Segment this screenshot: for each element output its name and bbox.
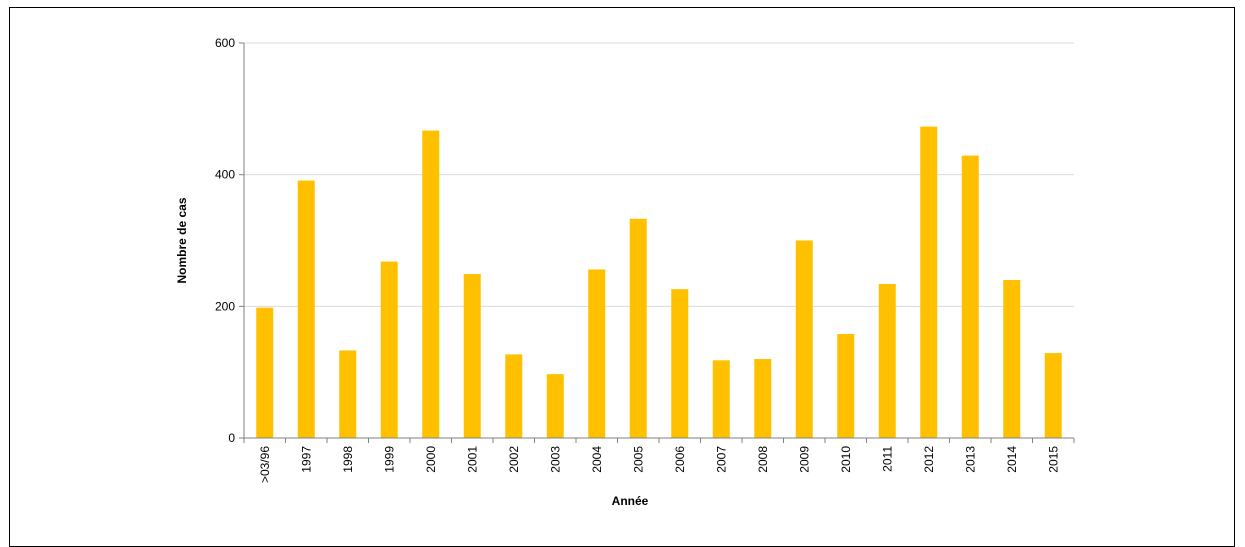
x-tick-label: 2011 [880, 446, 894, 472]
bar-2004 [588, 269, 606, 438]
bar-2008 [754, 359, 772, 438]
axes [239, 42, 1075, 443]
bar-2012 [920, 126, 938, 438]
y-tick-label: 0 [228, 431, 235, 445]
bar-1997 [297, 180, 315, 438]
x-tick-label: 2013 [963, 446, 977, 473]
x-axis-title: Année [612, 494, 649, 508]
x-tick-label: 2007 [714, 446, 728, 473]
bar-2005 [629, 218, 647, 438]
bar-2011 [878, 283, 896, 438]
x-tick-label: 2015 [1046, 446, 1060, 473]
bar-1999 [380, 261, 398, 438]
bar-2015 [1044, 353, 1062, 438]
bar-2013 [961, 155, 979, 438]
bars [256, 126, 1062, 438]
bar-2000 [422, 130, 440, 438]
bar-2003 [546, 374, 564, 438]
x-tick-label: 2010 [839, 446, 853, 473]
gridlines [244, 42, 1074, 307]
bar-2014 [1003, 280, 1021, 438]
x-tick-label: 2006 [673, 446, 687, 473]
x-tick-label: 2005 [631, 446, 645, 473]
x-tick-label: 2003 [548, 446, 562, 473]
y-tick-label: 200 [215, 299, 235, 313]
bar-2009 [795, 240, 813, 438]
bar--03-96 [256, 307, 274, 438]
x-tick-label: 2002 [507, 446, 521, 473]
y-tick-labels: 0 200 400 600 [215, 36, 235, 445]
x-tick-label: 2000 [424, 446, 438, 473]
x-tick-label: 1999 [382, 446, 396, 473]
x-tick-label: 2001 [465, 446, 479, 473]
x-tick-label: 2014 [1005, 446, 1019, 473]
y-tick-label: 400 [215, 168, 235, 182]
x-tick-label: 1997 [299, 446, 313, 473]
bar-2001 [463, 274, 481, 438]
x-tick-label: 2008 [756, 446, 770, 473]
x-tick-label: 2012 [922, 446, 936, 473]
bar-chart: 0 200 400 600 >03/96 1997 1998 1999 2000 2001 200… [175, 36, 1075, 508]
y-tick-label: 600 [215, 36, 235, 50]
x-tick-labels: >03/96 1997 1998 1999 2000 2001 2002 2003 2004 20… [258, 446, 1061, 483]
chart-frame [9, 7, 1235, 547]
bar-2010 [837, 333, 855, 438]
x-tick-label: 2004 [590, 446, 604, 473]
x-tick-label: 1998 [341, 446, 355, 473]
bar-2002 [505, 354, 523, 438]
x-tick-label: 2009 [797, 446, 811, 473]
x-tick-label: >03/96 [258, 446, 272, 483]
bar-1998 [339, 350, 357, 438]
bar-2007 [712, 360, 730, 438]
bar-2006 [671, 289, 689, 438]
y-axis-title: Nombre de cas [175, 197, 189, 283]
